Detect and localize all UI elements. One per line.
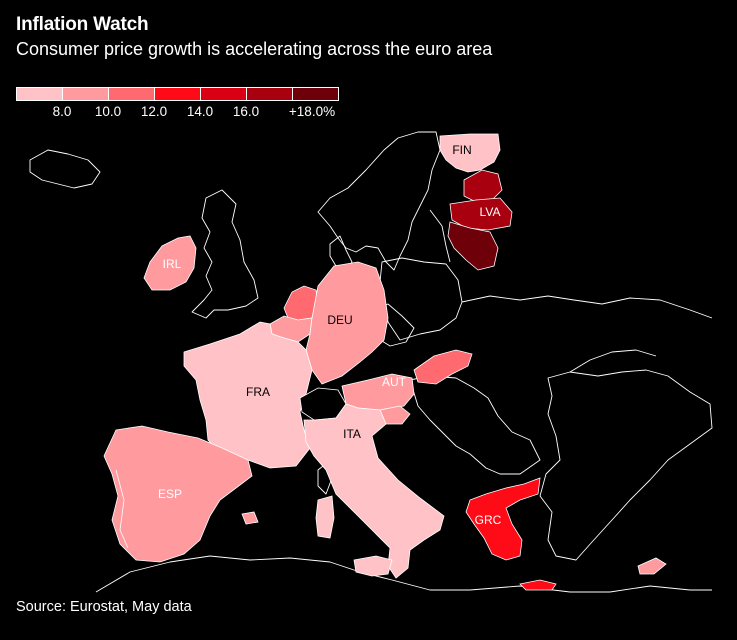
europe-map: FIN LVA IRL DEU FRA AUT ITA ESP GRC: [29, 131, 713, 593]
sardinia-region: [315, 495, 335, 539]
label-lva: LVA: [480, 205, 501, 219]
label-grc: GRC: [475, 513, 502, 527]
germany-region: [305, 261, 389, 385]
legend-swatch-4: [201, 88, 247, 100]
label-ita: ITA: [343, 427, 361, 441]
legend-label-14: 14.0: [186, 104, 214, 119]
great-britain-outline: [191, 189, 259, 319]
label-fin: FIN: [452, 143, 471, 157]
legend-swatch-2: [109, 88, 155, 100]
label-irl: IRL: [163, 257, 182, 271]
scandinavia-outline: [317, 131, 441, 271]
legend-label-10: 10.0: [94, 104, 122, 119]
chart-subtitle: Consumer price growth is accelerating ac…: [16, 39, 493, 59]
north-africa-coast: [95, 555, 712, 593]
source-note: Source: Eurostat, May data: [16, 599, 192, 615]
lithuania-region: [447, 221, 499, 271]
black-sea-coast: [569, 349, 657, 373]
balkans-outline: [409, 375, 541, 475]
legend-tick-labels: 8.0 10.0 12.0 14.0 16.0 +18.0%: [16, 104, 339, 120]
legend-color-scale: [16, 87, 339, 101]
label-fra: FRA: [246, 385, 270, 399]
baltic-coast: [429, 209, 451, 263]
label-deu: DEU: [327, 313, 352, 327]
ireland-region: [143, 235, 197, 291]
label-aut: AUT: [382, 375, 407, 389]
legend-label-16: 16.0: [232, 104, 260, 119]
italy-region: [303, 403, 445, 579]
finland-region: [439, 133, 501, 173]
legend-label-12: 12.0: [140, 104, 168, 119]
greece-region: [465, 477, 541, 561]
legend-swatch-5: [247, 88, 293, 100]
legend-label-8: 8.0: [52, 104, 72, 119]
legend-swatch-0: [17, 88, 63, 100]
poland-outline: [379, 257, 463, 341]
legend-swatch-6: [293, 88, 338, 100]
eastern-border: [461, 295, 713, 319]
iceland-outline: [29, 149, 101, 189]
france-region: [183, 321, 313, 469]
cyprus-region: [637, 557, 667, 575]
turkey-outline: [539, 369, 713, 561]
balearic-islands: [241, 511, 259, 525]
sicily-region: [353, 555, 393, 577]
crete-region: [519, 579, 557, 591]
legend-swatch-1: [63, 88, 109, 100]
chart-title: Inflation Watch: [16, 14, 149, 35]
latvia-region: [449, 197, 513, 231]
legend-label-18: +18.0%: [288, 104, 336, 119]
color-legend: 8.0 10.0 12.0 14.0 16.0 +18.0%: [16, 87, 339, 121]
legend-swatch-3: [155, 88, 201, 100]
label-esp: ESP: [158, 487, 182, 501]
slovakia-region: [413, 349, 473, 385]
estonia-region: [463, 169, 503, 203]
portugal-outline: [115, 469, 129, 549]
spain-region: [103, 425, 253, 563]
